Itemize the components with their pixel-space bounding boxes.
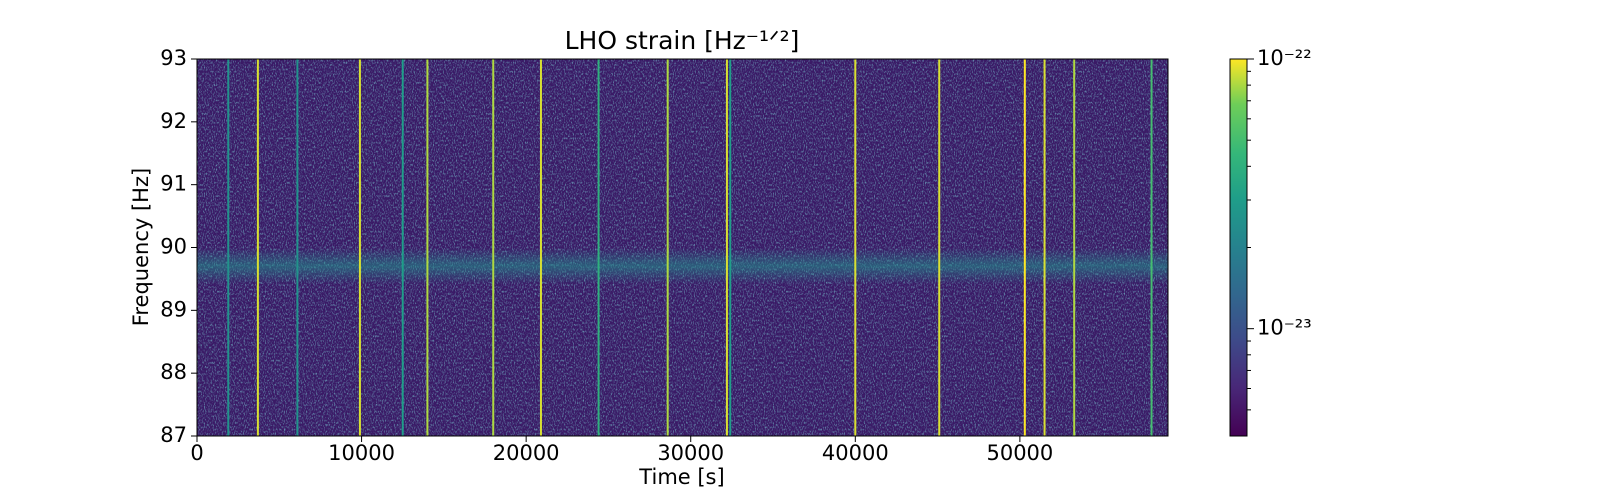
y-axis-label: Frequency [Hz]: [129, 168, 153, 326]
x-tick-label: 40000: [822, 441, 889, 465]
noise-texture: [197, 59, 1168, 436]
marks: [227, 59, 1153, 436]
x-axis-label: Time [s]: [638, 465, 724, 489]
chart-title: LHO strain [Hz⁻¹ᐟ²]: [565, 26, 800, 55]
y-tick-label: 88: [160, 360, 187, 384]
line-band: [197, 248, 1168, 284]
y-tick-label: 91: [160, 172, 187, 196]
colorbar-tick-label: 10⁻²³: [1257, 316, 1312, 340]
y-tick-label: 89: [160, 297, 187, 321]
x-tick-label: 20000: [493, 441, 560, 465]
x-tick-label: 0: [190, 441, 203, 465]
y-tick-label: 92: [160, 109, 187, 133]
y-tick-label: 93: [160, 46, 187, 70]
x-tick-label: 30000: [657, 441, 724, 465]
colorbar: [1229, 58, 1248, 437]
y-tick-label: 90: [160, 235, 187, 259]
y-tick-label: 87: [160, 423, 187, 447]
x-tick-label: 50000: [986, 441, 1053, 465]
colorbar-tick-label: 10⁻²²: [1257, 46, 1312, 70]
x-tick-label: 10000: [328, 441, 395, 465]
